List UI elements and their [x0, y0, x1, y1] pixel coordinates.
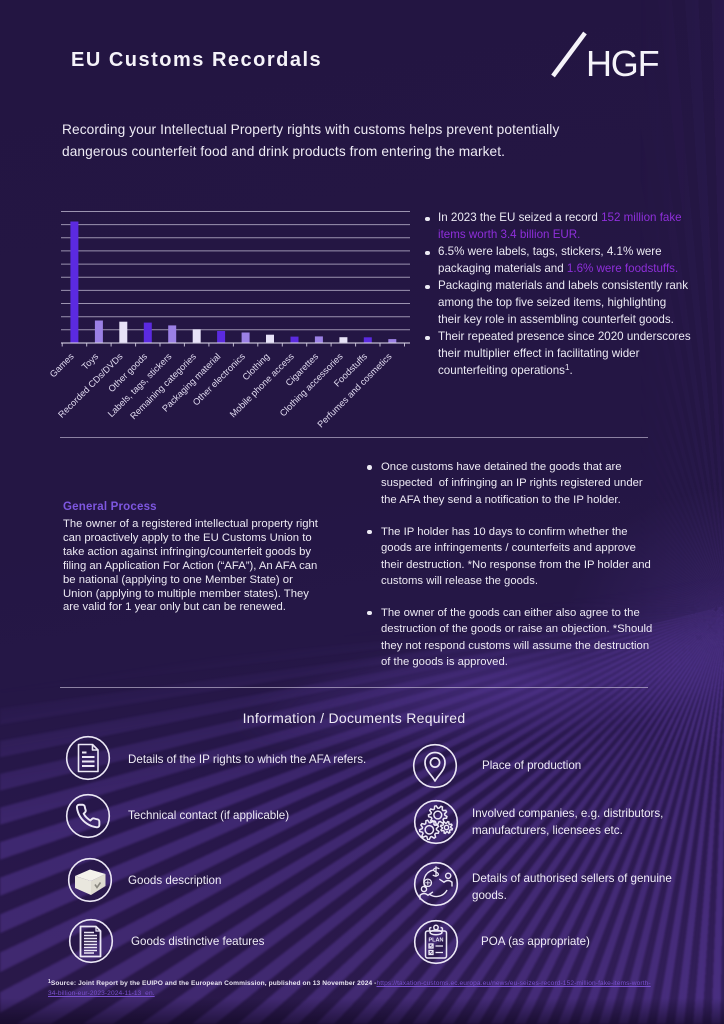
- svg-text:PLAN: PLAN: [429, 937, 444, 943]
- svg-text:Toys: Toys: [80, 351, 101, 372]
- svg-text:HGF: HGF: [586, 43, 659, 84]
- svg-text:Games: Games: [48, 351, 76, 379]
